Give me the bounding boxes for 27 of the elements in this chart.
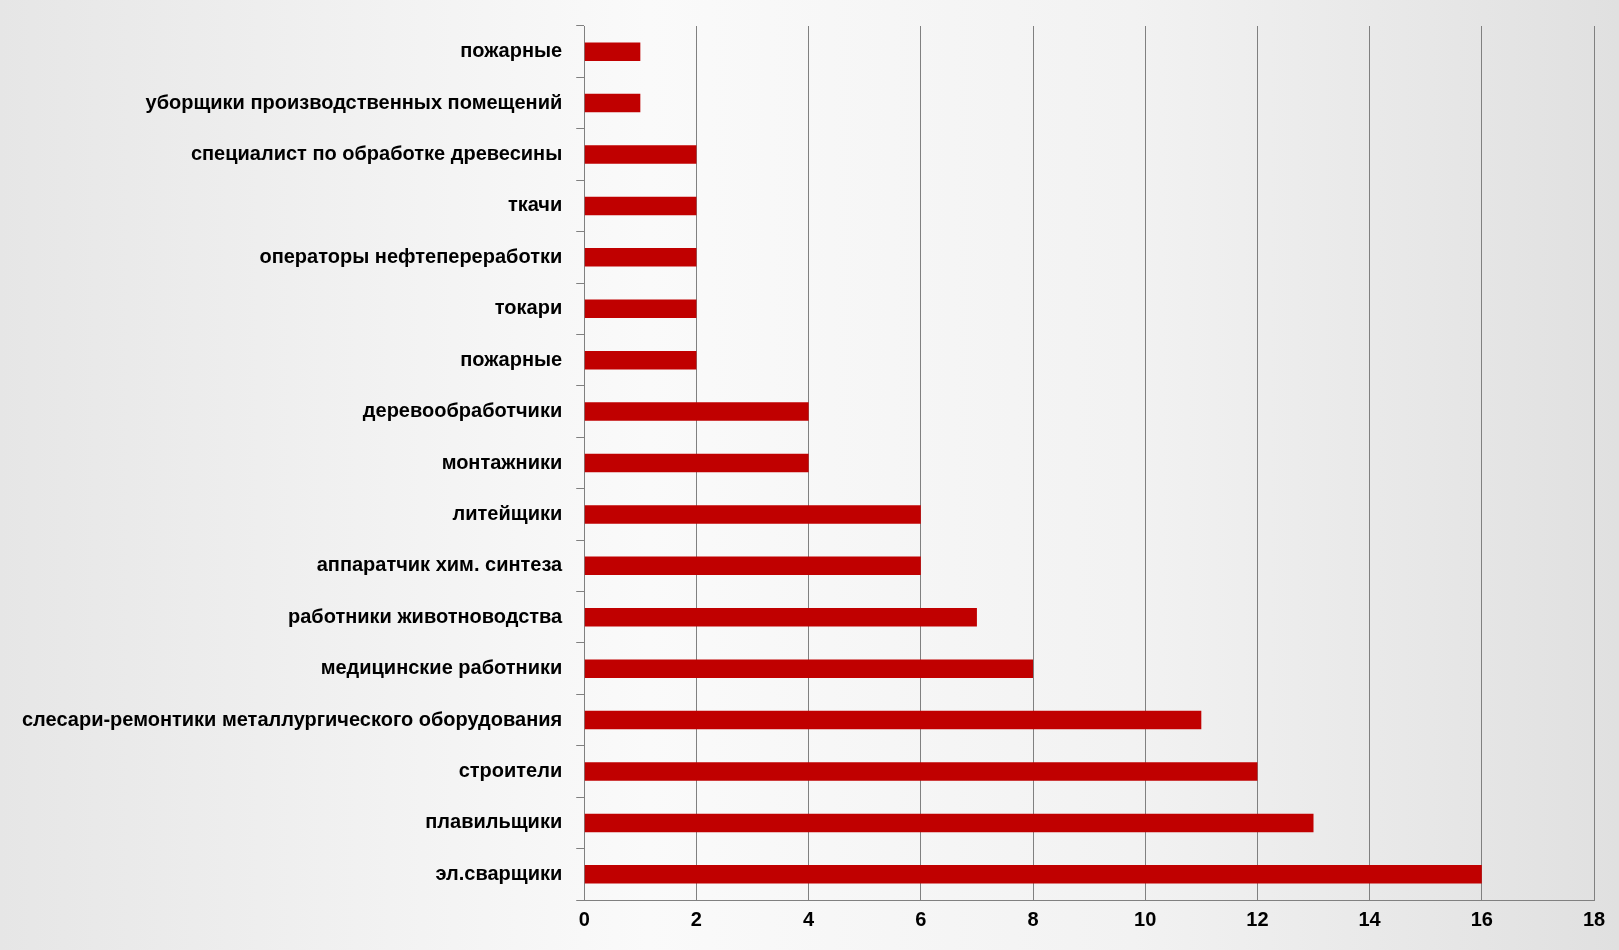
y-tick-label: слесари-ремонтики металлургического оборудования [22, 707, 563, 730]
x-tick-label: 16 [1470, 907, 1493, 930]
y-tick-label: токари [494, 296, 563, 319]
x-tick-label: 18 [1582, 907, 1606, 930]
x-tick-label: 0 [578, 907, 590, 930]
x-tick-label: 4 [803, 907, 816, 930]
x-tick-label: 14 [1358, 907, 1382, 930]
y-tick-label: литейщики [452, 501, 563, 524]
y-tick-label: ткачи [507, 193, 563, 216]
y-tick-label: операторы нефтепереработки [259, 244, 563, 267]
y-tick-label: уборщики производственных помещений [145, 90, 563, 113]
y-tick-label: медицинские работники [320, 656, 563, 679]
x-tick-label: 6 [915, 907, 927, 930]
x-tick-label: 2 [690, 907, 702, 930]
y-tick-label: монтажники [441, 450, 563, 473]
x-tick-label: 12 [1246, 907, 1269, 930]
x-tick-label: 8 [1027, 907, 1039, 930]
y-tick-label: аппаратчик хим. синтеза [316, 553, 564, 576]
y-tick-label: деревообработчики [362, 399, 563, 422]
y-tick-label: эл.сварщики [435, 861, 563, 884]
y-tick-label: плавильщики [425, 810, 563, 833]
y-tick-label: пожарные [460, 347, 563, 370]
y-tick-label: строители [458, 758, 563, 781]
y-tick-label: работники животноводства [287, 604, 564, 627]
y-tick-label: пожарные [460, 39, 563, 62]
y-tick-label: специалист по обработке древесины [190, 142, 563, 165]
x-tick-label: 10 [1134, 907, 1157, 930]
